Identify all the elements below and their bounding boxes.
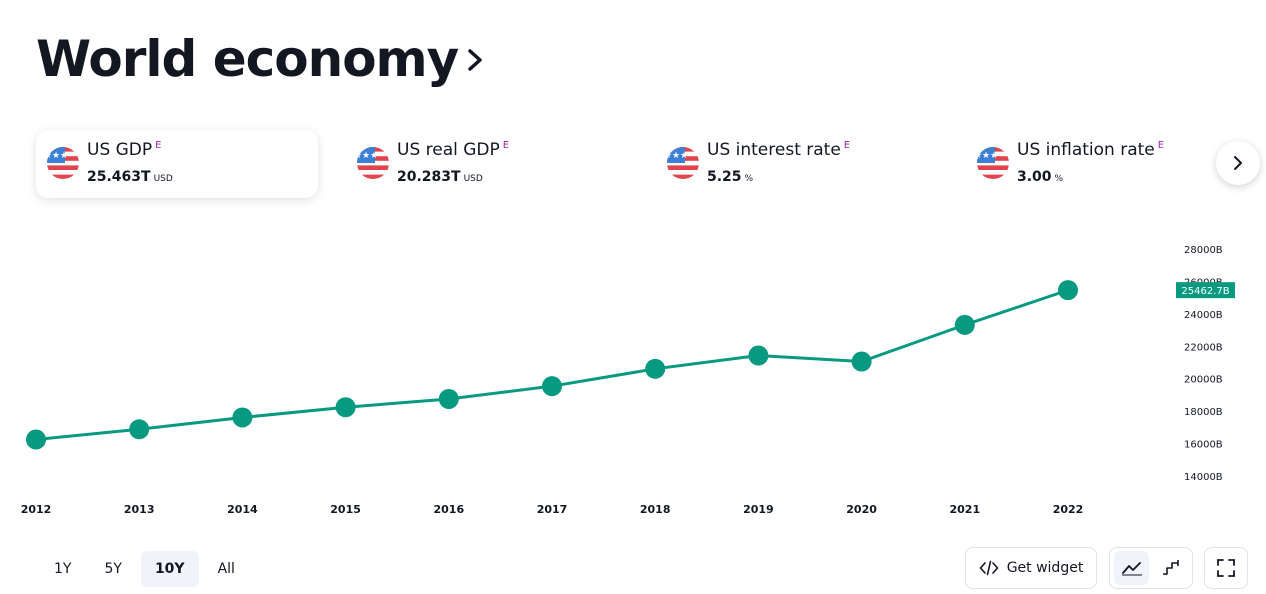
indicator-cards: ★★★ US GDP E 25.463T USD ★★★ US real GDP E 20.28… — [36, 130, 1266, 200]
range-button[interactable]: All — [217, 561, 235, 577]
us-flag-icon: ★★★ — [47, 147, 79, 179]
next-cards-button[interactable] — [1216, 141, 1260, 185]
indicator-card[interactable]: ★★★ US real GDP E 20.283T USD — [346, 130, 628, 198]
card-value: 20.283T USD — [397, 169, 483, 185]
svg-text:★★★: ★★★ — [357, 151, 378, 161]
line-style-button[interactable] — [1114, 551, 1149, 585]
x-tick-label: 2016 — [433, 503, 464, 516]
x-tick-label: 2017 — [537, 503, 568, 516]
data-point — [851, 351, 872, 372]
us-flag-icon: ★★★ — [667, 147, 699, 179]
card-value-unit: USD — [463, 174, 483, 184]
x-tick-label: 2021 — [949, 503, 980, 516]
chevron-right-icon — [466, 45, 484, 79]
indicator-card[interactable]: ★★★ US inflation rate E 3.00% — [966, 130, 1248, 198]
estimate-badge: E — [843, 140, 851, 151]
data-point — [748, 345, 769, 366]
x-tick-label: 2022 — [1053, 503, 1084, 516]
estimate-badge: E — [502, 140, 510, 151]
step-style-button[interactable] — [1153, 551, 1188, 585]
card-title-text: US real GDP — [397, 140, 500, 160]
series-line — [35, 288, 1069, 442]
y-tick-label: 18000B — [1184, 407, 1223, 418]
data-point — [645, 358, 666, 379]
chevron-right-icon — [1234, 156, 1242, 170]
card-title-text: US interest rate — [707, 140, 841, 160]
card-title: US inflation rate E — [1017, 140, 1164, 160]
fullscreen-button[interactable] — [1204, 547, 1248, 589]
range-button[interactable]: 1Y — [54, 561, 72, 577]
card-value: 25.463T USD — [87, 169, 173, 185]
card-value-number: 25.463T — [87, 169, 151, 185]
svg-text:★★★: ★★★ — [977, 151, 998, 161]
last-value-tag — [1176, 282, 1235, 299]
range-selector: 1Y 5Y 10Y All — [40, 551, 254, 587]
x-tick-label: 2012 — [21, 503, 52, 516]
svg-text:★★★: ★★★ — [667, 151, 688, 161]
us-flag-icon: ★★★ — [977, 147, 1009, 179]
y-tick-label: 22000B — [1184, 342, 1223, 353]
data-point — [335, 397, 356, 418]
us-flag-icon: ★★★ — [357, 147, 389, 179]
get-widget-label: Get widget — [1006, 560, 1084, 576]
data-point — [26, 429, 46, 450]
y-tick-label: 20000B — [1184, 375, 1223, 386]
range-button[interactable]: 5Y — [104, 561, 122, 577]
x-tick-label: 2013 — [124, 503, 155, 516]
card-value: 3.00% — [1017, 169, 1063, 185]
x-tick-label: 2020 — [846, 503, 877, 516]
x-tick-label: 2014 — [227, 503, 258, 516]
fullscreen-icon — [1217, 559, 1235, 577]
x-tick-label: 2018 — [640, 503, 671, 516]
x-tick-label: 2015 — [330, 503, 361, 516]
card-value-unit: USD — [153, 174, 173, 184]
card-value-number: 20.283T — [397, 169, 461, 185]
card-title: US GDP E — [87, 140, 161, 160]
card-value-unit: % — [744, 174, 754, 184]
last-value-label: 25462.7B — [1181, 286, 1229, 297]
step-chart-icon — [1162, 560, 1179, 575]
card-title-text: US inflation rate — [1017, 140, 1155, 160]
data-point — [1058, 280, 1078, 301]
card-value-unit: % — [1054, 174, 1064, 184]
card-value-number: 5.25 — [707, 169, 742, 185]
y-tick-label: 28000B — [1184, 245, 1223, 256]
indicator-card[interactable]: ★★★ US GDP E 25.463T USD — [36, 130, 318, 198]
page-title-row[interactable]: World economy — [36, 28, 484, 90]
card-value: 5.25% — [707, 169, 753, 185]
indicator-card[interactable]: ★★★ US interest rate E 5.25% — [656, 130, 938, 198]
data-point — [438, 388, 459, 409]
data-point — [232, 407, 253, 428]
get-widget-button[interactable]: Get widget — [965, 547, 1097, 589]
card-value-number: 3.00 — [1017, 169, 1052, 185]
estimate-badge: E — [155, 140, 162, 151]
card-title: US real GDP E — [397, 140, 509, 160]
y-tick-label: 24000B — [1184, 310, 1223, 321]
estimate-badge: E — [1157, 140, 1165, 151]
code-icon — [979, 560, 998, 576]
gdp-line-chart: 14000B16000B18000B20000B22000B24000B2600… — [21, 245, 1235, 516]
data-point — [954, 314, 975, 335]
data-point — [542, 376, 562, 397]
data-point — [129, 419, 150, 440]
line-chart-icon — [1121, 562, 1142, 576]
x-tick-label: 2019 — [743, 503, 774, 516]
card-title: US interest rate E — [707, 140, 850, 160]
y-tick-label: 14000B — [1184, 472, 1223, 483]
svg-text:★★★: ★★★ — [47, 151, 68, 161]
page-title[interactable]: World economy — [36, 30, 459, 88]
chart-style-toggle — [1109, 547, 1193, 589]
card-title-text: US GDP — [87, 140, 153, 160]
y-tick-label: 16000B — [1184, 440, 1223, 451]
range-button[interactable]: 10Y — [140, 551, 199, 587]
